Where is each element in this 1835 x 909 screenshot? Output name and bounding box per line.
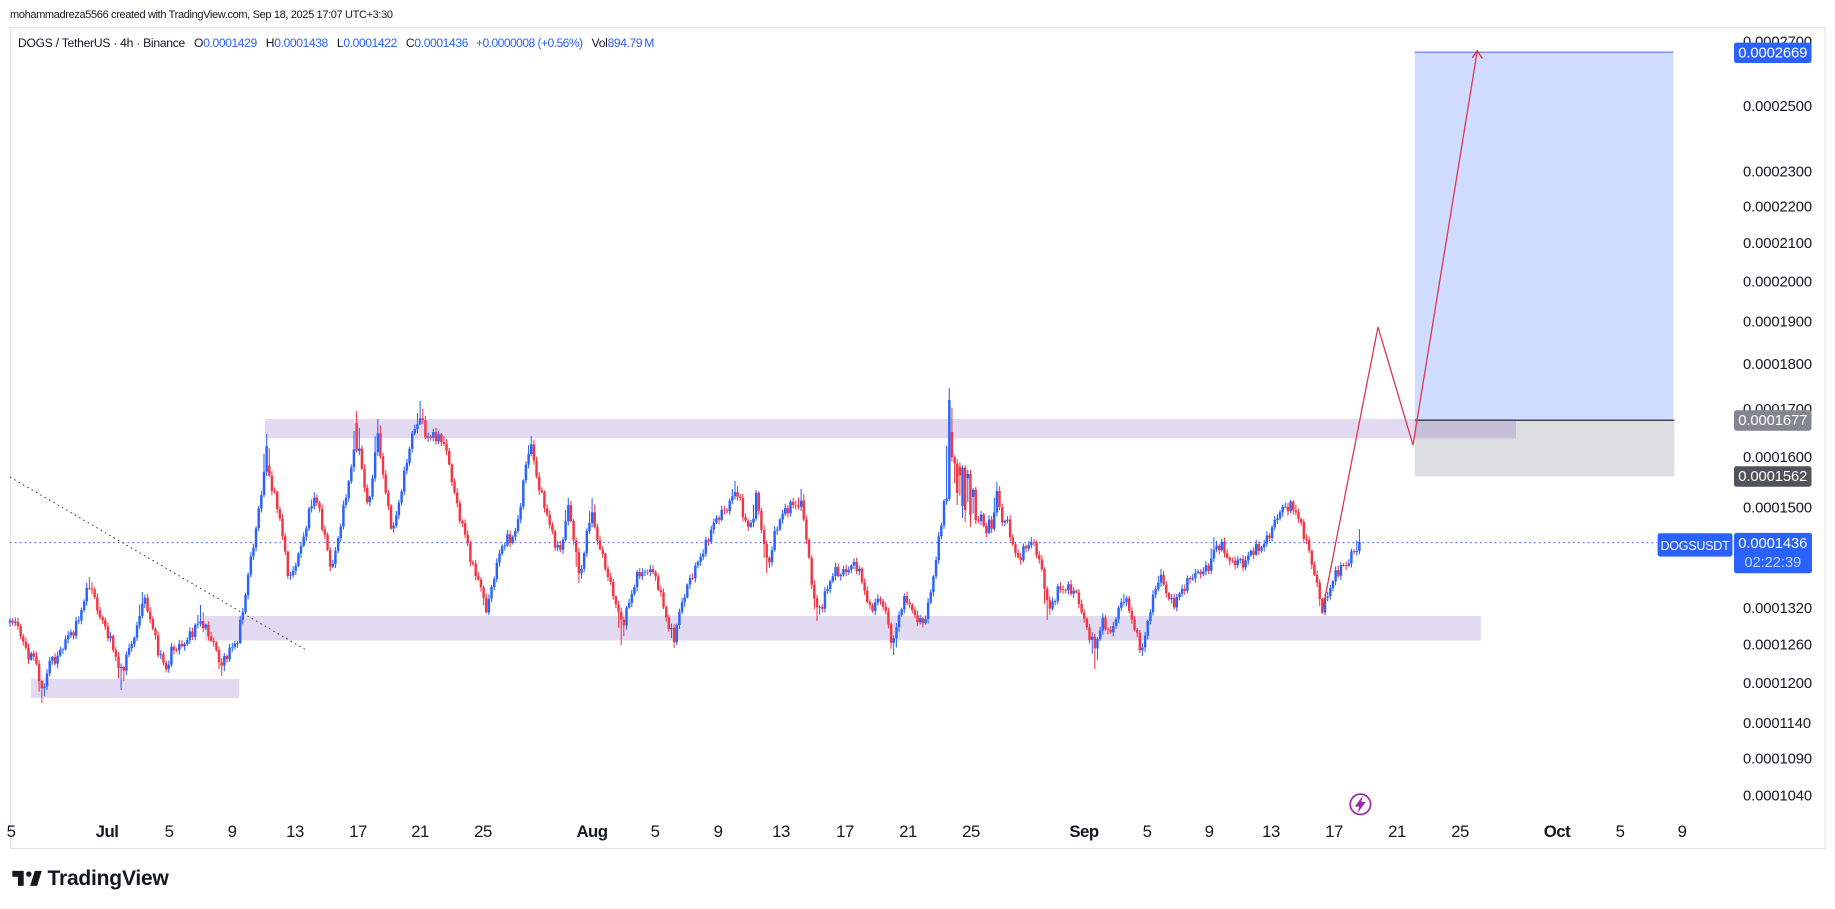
svg-text:0.0001900: 0.0001900: [1743, 315, 1812, 331]
svg-text:0.0001562: 0.0001562: [1738, 469, 1807, 485]
svg-text:Sep: Sep: [1069, 822, 1099, 841]
svg-text:13: 13: [286, 822, 304, 841]
svg-text:5: 5: [165, 822, 174, 841]
svg-text:0.0001200: 0.0001200: [1743, 676, 1812, 692]
svg-text:0.0001040: 0.0001040: [1743, 788, 1812, 804]
svg-text:0.0001260: 0.0001260: [1743, 638, 1812, 654]
svg-text:0.0002300: 0.0002300: [1743, 165, 1812, 181]
svg-text:0.0001600: 0.0001600: [1743, 450, 1812, 466]
svg-text:21: 21: [411, 822, 429, 841]
svg-text:Aug: Aug: [576, 822, 607, 841]
svg-text:21: 21: [899, 822, 917, 841]
svg-text:0.0001320: 0.0001320: [1743, 601, 1812, 617]
svg-text:0.0002200: 0.0002200: [1743, 200, 1812, 216]
svg-text:0.0001677: 0.0001677: [1738, 413, 1807, 429]
svg-text:9: 9: [228, 822, 237, 841]
svg-text:13: 13: [772, 822, 790, 841]
svg-text:5: 5: [1616, 822, 1625, 841]
svg-text:9: 9: [1205, 822, 1214, 841]
svg-text:21: 21: [1388, 822, 1406, 841]
svg-text:9: 9: [1678, 822, 1687, 841]
svg-text:Jul: Jul: [96, 822, 119, 841]
svg-text:5: 5: [7, 822, 16, 841]
svg-text:TradingView: TradingView: [48, 867, 170, 890]
svg-text:9: 9: [714, 822, 723, 841]
svg-text:17: 17: [1325, 822, 1343, 841]
svg-text:17: 17: [836, 822, 854, 841]
svg-text:0.0001500: 0.0001500: [1743, 501, 1812, 517]
svg-text:Oct: Oct: [1544, 822, 1571, 841]
svg-text:25: 25: [1451, 822, 1469, 841]
svg-text:5: 5: [1143, 822, 1152, 841]
svg-text:25: 25: [474, 822, 492, 841]
svg-text:DOGSUSDT: DOGSUSDT: [1661, 539, 1731, 553]
svg-text:25: 25: [962, 822, 980, 841]
svg-text:0.0002500: 0.0002500: [1743, 99, 1812, 115]
svg-text:17: 17: [349, 822, 367, 841]
svg-text:0.0001800: 0.0001800: [1743, 357, 1812, 373]
svg-text:02:22:39: 02:22:39: [1744, 555, 1801, 571]
svg-text:0.0001436: 0.0001436: [1738, 536, 1807, 552]
svg-text:0.0001140: 0.0001140: [1743, 716, 1811, 732]
svg-text:0.0002100: 0.0002100: [1743, 236, 1812, 252]
svg-text:5: 5: [651, 822, 660, 841]
svg-text:0.0001090: 0.0001090: [1743, 752, 1812, 768]
svg-text:0.0002669: 0.0002669: [1738, 45, 1807, 61]
svg-text:13: 13: [1262, 822, 1280, 841]
svg-text:0.0002000: 0.0002000: [1743, 274, 1812, 290]
